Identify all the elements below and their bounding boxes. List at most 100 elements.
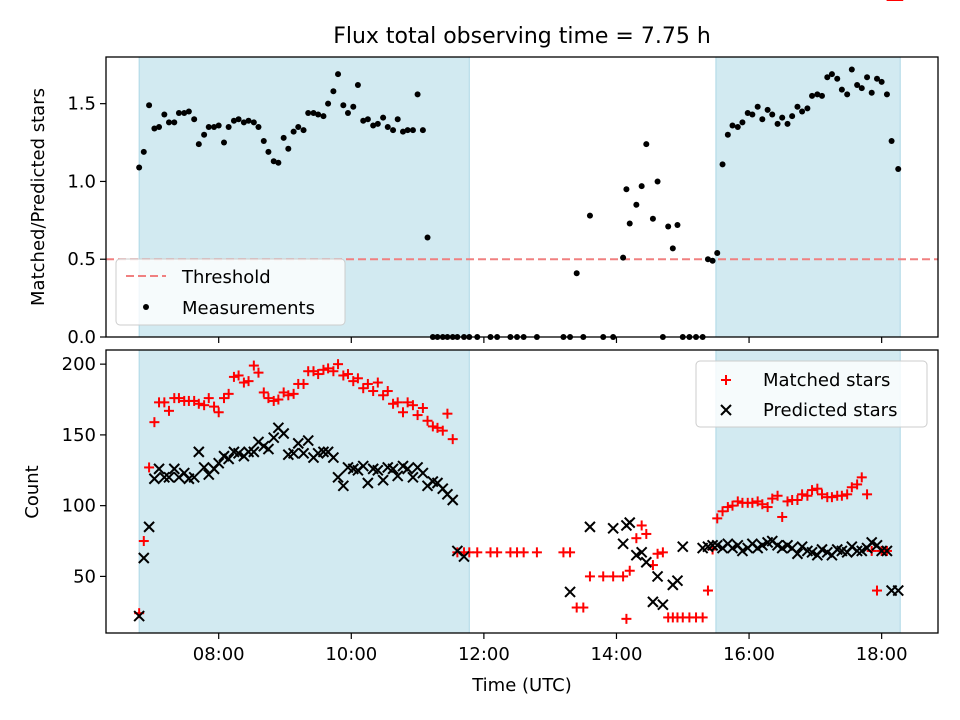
measurement-point bbox=[824, 74, 831, 81]
matched-star-point bbox=[757, 499, 768, 510]
threshold-legend-label: Threshold bbox=[181, 267, 271, 288]
matched-star-point bbox=[767, 493, 778, 504]
predicted-star-point bbox=[277, 427, 290, 440]
measurement-point bbox=[724, 131, 731, 138]
matched-star-point bbox=[368, 386, 379, 397]
predicted-star-point bbox=[607, 522, 619, 534]
matched-star-point bbox=[323, 363, 334, 374]
measurement-point bbox=[285, 145, 292, 152]
x-axis-label: Time (UTC) bbox=[471, 675, 572, 696]
matched-star-point bbox=[442, 408, 453, 419]
matched-star-point bbox=[298, 378, 309, 389]
measurement-point bbox=[709, 257, 716, 264]
measurement-point bbox=[211, 124, 218, 130]
predicted-star-point bbox=[248, 446, 260, 458]
matched-star-point bbox=[802, 490, 813, 501]
measurement-point bbox=[864, 74, 871, 81]
predicted-star-point bbox=[447, 494, 459, 506]
matched-star-point bbox=[722, 502, 733, 513]
measurement-point bbox=[424, 234, 431, 241]
matched-star-point bbox=[782, 496, 793, 507]
x-tick-label: 10:00 bbox=[325, 644, 377, 665]
matched-star-point bbox=[621, 613, 632, 624]
matched-star-point bbox=[492, 547, 503, 558]
top-axes-frame bbox=[105, 56, 939, 338]
y-tick-label: 1.5 bbox=[67, 94, 96, 115]
matched-legend-swatch bbox=[721, 375, 731, 385]
predicted-star-point bbox=[158, 471, 171, 484]
matched-star-point bbox=[657, 547, 668, 558]
measurement-point bbox=[620, 254, 627, 261]
measurement-point bbox=[161, 111, 168, 118]
matched-star-point bbox=[797, 489, 808, 500]
measurement-point bbox=[360, 117, 367, 124]
matched-star-point bbox=[836, 490, 847, 501]
measurement-point bbox=[654, 178, 661, 185]
predicted-star-point bbox=[143, 521, 155, 533]
matched-star-point bbox=[288, 388, 299, 399]
measurement-point bbox=[573, 270, 580, 277]
matched-star-point bbox=[273, 394, 284, 405]
matched-star-point bbox=[826, 492, 837, 503]
predicted-star-point bbox=[401, 463, 414, 475]
measurement-point bbox=[764, 106, 771, 113]
measurement-point bbox=[669, 245, 676, 252]
measurement-point bbox=[789, 113, 796, 120]
predicted-star-point bbox=[337, 480, 350, 492]
matched-star-point bbox=[382, 386, 393, 397]
predicted-star-point bbox=[640, 556, 653, 568]
measurement-point bbox=[784, 120, 791, 127]
matched-star-point bbox=[518, 547, 529, 558]
predicted-star-point bbox=[287, 447, 300, 460]
matched-star-point bbox=[432, 422, 443, 433]
measurement-point bbox=[201, 131, 208, 138]
top-y-axis-label: Matched/Predicted stars bbox=[28, 88, 49, 306]
predicted-star-point bbox=[647, 596, 659, 608]
measurement-point bbox=[136, 164, 143, 171]
measurement-point bbox=[818, 92, 825, 99]
measurement-point bbox=[754, 103, 761, 110]
measurement-point bbox=[759, 116, 766, 123]
matched-star-point bbox=[762, 502, 773, 513]
measurement-point bbox=[350, 103, 357, 110]
measurement-point bbox=[626, 220, 633, 227]
predicted-star-point bbox=[726, 542, 739, 554]
matched-star-point bbox=[228, 371, 239, 382]
matched-star-point bbox=[584, 571, 595, 582]
measurement-point bbox=[649, 215, 656, 222]
measurement-point bbox=[749, 111, 756, 118]
matched-star-point bbox=[816, 489, 827, 500]
y-tick-label: 0.5 bbox=[67, 249, 96, 270]
measurement-point bbox=[370, 122, 377, 129]
predicted-star-point bbox=[357, 460, 369, 472]
matched-star-point bbox=[872, 585, 883, 596]
measurement-point bbox=[315, 111, 322, 118]
matched-star-point bbox=[852, 479, 863, 490]
matched-star-point bbox=[159, 397, 170, 408]
predicted-star-point bbox=[564, 586, 576, 598]
x-tick-label: 12:00 bbox=[458, 644, 510, 665]
matched-star-point bbox=[398, 407, 409, 418]
matched-star-point bbox=[248, 360, 259, 371]
matched-star-point bbox=[772, 490, 783, 501]
matched-star-point bbox=[412, 410, 423, 421]
measurement-point bbox=[250, 119, 257, 126]
measurement-point bbox=[344, 110, 351, 116]
measurement-point bbox=[883, 91, 890, 98]
predicted-star-point bbox=[865, 536, 878, 549]
x-tick-label: 14:00 bbox=[591, 644, 643, 665]
measurement-point bbox=[380, 114, 387, 121]
predicted-star-point bbox=[816, 543, 828, 556]
measurement-point bbox=[290, 128, 297, 135]
predicted-star-point bbox=[892, 584, 904, 597]
matched-star-point bbox=[531, 547, 542, 558]
matched-star-point bbox=[223, 388, 234, 399]
matched-star-point bbox=[578, 602, 589, 613]
measurement-point bbox=[878, 78, 885, 85]
predicted-star-point bbox=[851, 545, 863, 557]
matched-star-point bbox=[422, 415, 433, 426]
predicted-star-point bbox=[584, 521, 596, 533]
bottom-y-axis-label: Count bbox=[22, 465, 43, 518]
matched-star-point bbox=[313, 369, 324, 380]
x-tick-label: 08:00 bbox=[193, 644, 245, 665]
